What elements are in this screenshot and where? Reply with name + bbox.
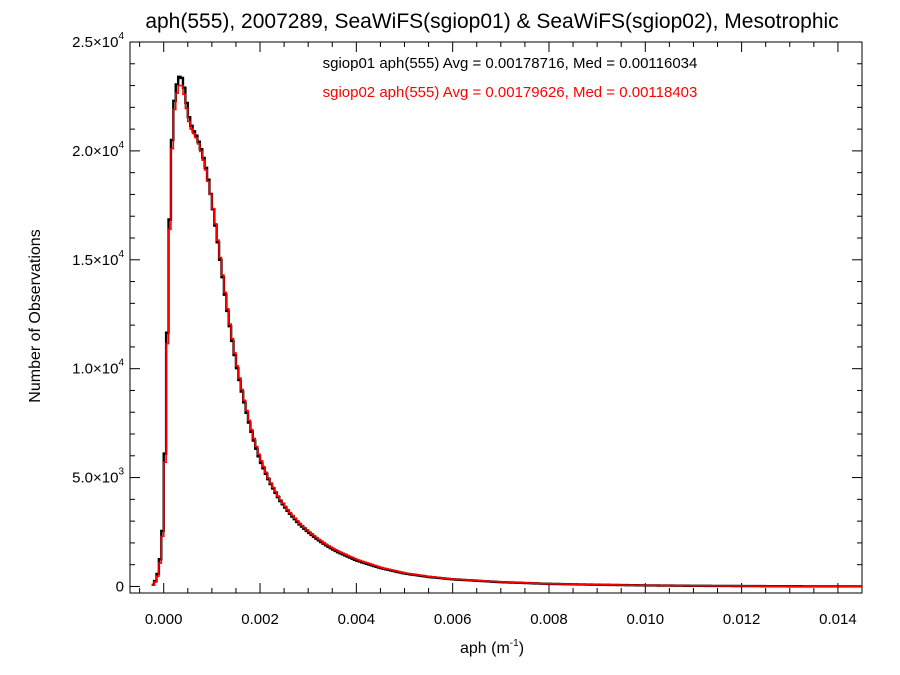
y-tick-label: 0: [116, 578, 124, 595]
x-tick-label: 0.000: [145, 611, 183, 628]
x-axis-label-base: aph (m: [460, 640, 510, 657]
x-tick-label: 0.002: [241, 611, 279, 628]
series-line-sgiop02: [151, 84, 862, 588]
x-tick-label: 0.006: [434, 611, 472, 628]
legend-entry-sgiop01: sgiop01 aph(555) Avg = 0.00178716, Med =…: [323, 55, 698, 72]
x-tick-label: 0.012: [723, 611, 761, 628]
legend-entry-sgiop02: sgiop02 aph(555) Avg = 0.00179626, Med =…: [323, 84, 698, 101]
y-tick-label: 1.5×104: [72, 249, 124, 269]
y-tick-label: 1.0×104: [72, 358, 124, 378]
chart-title: aph(555), 2007289, SeaWiFS(sgiop01) & Se…: [145, 10, 838, 33]
x-axis: 0.000 0.002 0.004 0.006 0.008 0.010 0.012 0.014: [139, 42, 863, 628]
y-tick-label: 5.0×103: [72, 467, 124, 487]
x-axis-label-close: ): [519, 640, 524, 657]
y-tick-label: 2.5×104: [72, 31, 124, 51]
x-tick-label: 0.014: [819, 611, 857, 628]
y-tick-label: 2.0×104: [72, 140, 124, 160]
series-line-sgiop01: [151, 75, 862, 588]
x-tick-label: 0.004: [338, 611, 376, 628]
y-axis: 0 5.0×103 1.0×104 1.5×104 2.0×104 2.5×104: [72, 31, 862, 595]
x-tick-label: 0.010: [627, 611, 665, 628]
series-layer: [151, 75, 862, 588]
plot-border: [129, 41, 863, 594]
x-axis-label: aph (m-1): [460, 638, 524, 657]
y-axis-label: Number of Observations: [27, 229, 44, 402]
legend: sgiop01 aph(555) Avg = 0.00178716, Med =…: [323, 55, 698, 101]
x-axis-label-sup: -1: [510, 638, 519, 649]
plot-frame: [129, 41, 863, 594]
x-tick-label: 0.008: [530, 611, 568, 628]
